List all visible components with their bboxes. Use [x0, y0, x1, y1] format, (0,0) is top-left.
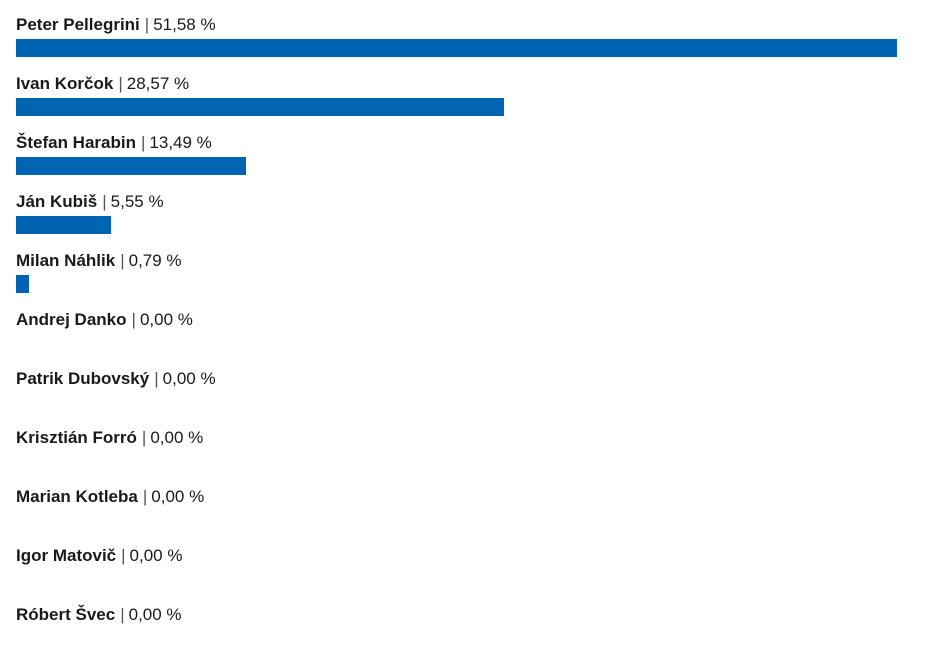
label-separator: |	[144, 15, 150, 34]
candidate-percentage: 28,57 %	[126, 74, 190, 93]
candidate-row: Igor Matovič | 0,00 %	[16, 531, 926, 590]
label-separator: |	[154, 369, 159, 388]
bar-track	[16, 275, 897, 293]
bar-track	[16, 570, 897, 588]
candidate-row: Andrej Danko | 0,00 %	[16, 295, 926, 354]
result-bar	[16, 98, 504, 116]
candidate-label: Igor Matovič | 0,00 %	[16, 545, 182, 567]
candidate-percentage: 0,00 %	[129, 546, 183, 565]
candidate-name: Patrik Dubovský	[16, 369, 150, 388]
candidate-label: Andrej Danko | 0,00 %	[16, 309, 193, 331]
candidate-name: Ivan Korčok	[16, 74, 114, 93]
label-separator: |	[120, 251, 125, 270]
bar-track	[16, 157, 897, 175]
bar-track	[16, 334, 897, 352]
candidate-label: Štefan Harabin | 13,49 %	[16, 132, 212, 154]
bar-track	[16, 452, 897, 470]
label-separator: |	[121, 546, 126, 565]
candidate-name: Ján Kubiš	[16, 192, 98, 211]
candidate-label: Patrik Dubovský | 0,00 %	[16, 368, 216, 390]
label-separator: |	[131, 310, 136, 329]
candidate-percentage: 0,00 %	[162, 369, 216, 388]
candidate-name: Štefan Harabin	[16, 133, 136, 152]
label-separator: |	[102, 192, 107, 211]
candidate-name: Igor Matovič	[16, 546, 117, 565]
bar-track	[16, 98, 897, 116]
candidate-label: Róbert Švec | 0,00 %	[16, 604, 182, 626]
candidate-row: Milan Náhlik | 0,79 %	[16, 236, 926, 295]
candidate-percentage: 0,00 %	[128, 605, 182, 624]
candidate-label: Milan Náhlik | 0,79 %	[16, 250, 182, 272]
candidate-row: Marian Kotleba | 0,00 %	[16, 472, 926, 531]
candidate-row: Ján Kubiš | 5,55 %	[16, 177, 926, 236]
candidate-label: Krisztián Forró | 0,00 %	[16, 427, 203, 449]
candidate-name: Milan Náhlik	[16, 251, 116, 270]
candidate-name: Marian Kotleba	[16, 487, 138, 506]
bar-track	[16, 39, 897, 57]
candidate-percentage: 51,58 %	[153, 15, 216, 34]
bar-track	[16, 511, 897, 529]
label-separator: |	[140, 133, 146, 152]
result-bar	[16, 216, 111, 234]
candidate-percentage: 0,00 %	[151, 487, 205, 506]
candidate-row: Štefan Harabin | 13,49 %	[16, 118, 926, 177]
candidate-label: Peter Pellegrini | 51,58 %	[16, 14, 216, 36]
candidate-label: Marian Kotleba | 0,00 %	[16, 486, 204, 508]
bar-track	[16, 393, 897, 411]
candidate-name: Andrej Danko	[16, 310, 127, 329]
candidate-percentage: 0,00 %	[150, 428, 204, 447]
bar-track	[16, 216, 897, 234]
bar-track	[16, 629, 897, 647]
candidate-row: Patrik Dubovský | 0,00 %	[16, 354, 926, 413]
candidate-row: Róbert Švec | 0,00 %	[16, 590, 926, 649]
label-separator: |	[142, 487, 148, 506]
candidate-name: Krisztián Forró	[16, 428, 137, 447]
candidate-label: Ivan Korčok | 28,57 %	[16, 73, 189, 95]
candidate-name: Peter Pellegrini	[16, 15, 140, 34]
label-separator: |	[120, 605, 125, 624]
candidate-percentage: 5,55 %	[110, 192, 164, 211]
result-bar	[16, 275, 29, 293]
candidate-label: Ján Kubiš | 5,55 %	[16, 191, 164, 213]
candidate-row: Peter Pellegrini | 51,58 %	[16, 0, 926, 59]
label-separator: |	[141, 428, 147, 447]
candidate-percentage: 0,00 %	[139, 310, 193, 329]
candidate-row: Krisztián Forró | 0,00 %	[16, 413, 926, 472]
result-bar	[16, 157, 246, 175]
candidate-percentage: 0,79 %	[128, 251, 182, 270]
candidate-name: Róbert Švec	[16, 605, 116, 624]
candidate-percentage: 13,49 %	[149, 133, 212, 152]
result-bar	[16, 39, 897, 57]
label-separator: |	[118, 74, 123, 93]
candidate-row: Ivan Korčok | 28,57 %	[16, 59, 926, 118]
